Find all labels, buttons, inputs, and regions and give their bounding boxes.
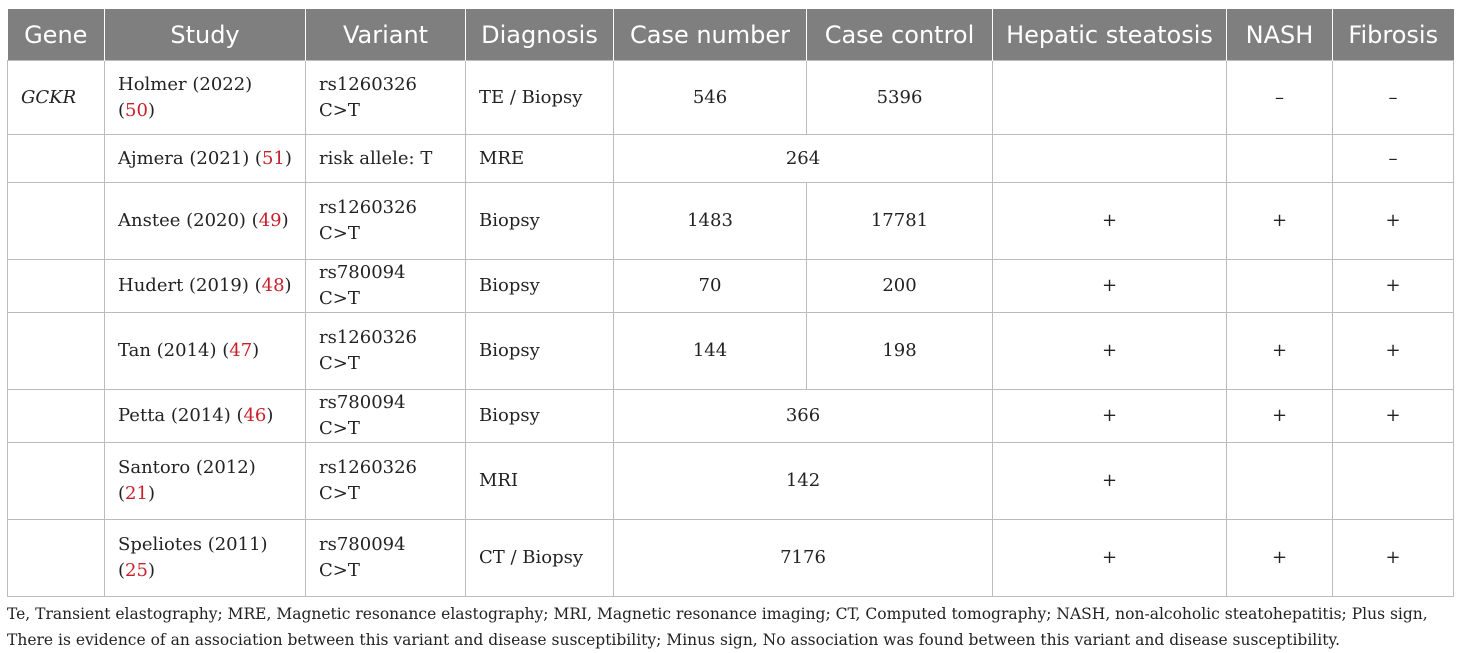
header-hepatic-steatosis: Hepatic steatosis xyxy=(992,9,1227,61)
diagnosis-cell: Biopsy xyxy=(465,182,614,260)
nash-cell: + xyxy=(1226,389,1333,443)
case-control-cell: 198 xyxy=(806,312,993,390)
fibrosis-cell xyxy=(1332,442,1454,520)
steatosis-cell xyxy=(992,60,1227,135)
header-gene: Gene xyxy=(7,9,105,61)
table-row: Tan (2014) (47) rs1260326 C>T Biopsy 144… xyxy=(7,312,1454,390)
table-row: Petta (2014) (46) rs780094 C>T Biopsy 36… xyxy=(7,389,1454,443)
gene-cell xyxy=(7,182,105,260)
diagnosis-cell: Biopsy xyxy=(465,312,614,390)
gene-cell xyxy=(7,312,105,390)
header-case-number: Case number xyxy=(613,9,807,61)
diagnosis-cell: Biopsy xyxy=(465,259,614,313)
steatosis-cell: + xyxy=(992,182,1227,260)
nash-cell: – xyxy=(1226,60,1333,135)
fibrosis-cell: – xyxy=(1332,60,1454,135)
variant-cell: risk allele: T xyxy=(305,134,466,183)
fibrosis-cell: + xyxy=(1332,259,1454,313)
steatosis-cell: + xyxy=(992,389,1227,443)
study-cell: Ajmera (2021) (51) xyxy=(104,134,306,183)
case-number-cell: 70 xyxy=(613,259,807,313)
gene-cell: GCKR xyxy=(7,60,105,135)
reference-link[interactable]: 21 xyxy=(125,483,148,504)
reference-link[interactable]: 25 xyxy=(125,560,148,581)
fibrosis-cell: + xyxy=(1332,519,1454,597)
variant-cell: rs1260326 C>T xyxy=(305,312,466,390)
variant-cell: rs1260326 C>T xyxy=(305,442,466,520)
nash-cell: + xyxy=(1226,519,1333,597)
diagnosis-cell: MRI xyxy=(465,442,614,520)
nash-cell: + xyxy=(1226,182,1333,260)
reference-link[interactable]: 51 xyxy=(261,147,285,169)
study-cell: Hudert (2019) (48) xyxy=(104,259,306,313)
fibrosis-cell: + xyxy=(1332,312,1454,390)
table-row: GCKR Holmer (2022) (50) rs1260326 C>T TE… xyxy=(7,60,1454,135)
variant-cell: rs1260326 C>T xyxy=(305,182,466,260)
case-number-cell: 546 xyxy=(613,60,807,135)
header-nash: NASH xyxy=(1226,9,1333,61)
reference-link[interactable]: 47 xyxy=(229,340,253,361)
steatosis-cell: + xyxy=(992,442,1227,520)
table-row: Santoro (2012) (21) rs1260326 C>T MRI 14… xyxy=(7,442,1454,520)
diagnosis-cell: CT / Biopsy xyxy=(465,519,614,597)
study-cell: Petta (2014) (46) xyxy=(104,389,306,443)
table-footnote: Te, Transient elastography; MRE, Magneti… xyxy=(7,605,1428,649)
header-case-control: Case control xyxy=(806,9,993,61)
combined-case-cell: 264 xyxy=(613,134,993,183)
diagnosis-cell: TE / Biopsy xyxy=(465,60,614,135)
variant-cell: rs780094 C>T xyxy=(305,259,466,313)
nash-cell xyxy=(1226,259,1333,313)
study-cell: Santoro (2012) (21) xyxy=(104,442,306,520)
nash-cell: + xyxy=(1226,312,1333,390)
case-control-cell: 200 xyxy=(806,259,993,313)
header-fibrosis: Fibrosis xyxy=(1332,9,1454,61)
nash-cell xyxy=(1226,442,1333,520)
variant-cell: rs780094 C>T xyxy=(305,389,466,443)
gene-cell xyxy=(7,519,105,597)
header-row: Gene Study Variant Diagnosis Case number… xyxy=(7,9,1454,61)
reference-link[interactable]: 48 xyxy=(261,275,285,296)
fibrosis-cell: + xyxy=(1332,389,1454,443)
fibrosis-cell: – xyxy=(1332,134,1454,183)
case-number-cell: 144 xyxy=(613,312,807,390)
reference-link[interactable]: 49 xyxy=(258,210,282,231)
steatosis-cell: + xyxy=(992,312,1227,390)
case-number-cell: 1483 xyxy=(613,182,807,260)
nash-cell xyxy=(1226,134,1333,183)
table-row: Ajmera (2021) (51) risk allele: T MRE 26… xyxy=(7,134,1454,183)
header-diagnosis: Diagnosis xyxy=(465,9,614,61)
header-study: Study xyxy=(104,9,306,61)
study-cell: Holmer (2022) (50) xyxy=(104,60,306,135)
case-control-cell: 5396 xyxy=(806,60,993,135)
study-cell: Speliotes (2011) (25) xyxy=(104,519,306,597)
steatosis-cell xyxy=(992,134,1227,183)
header-variant: Variant xyxy=(305,9,466,61)
combined-case-cell: 142 xyxy=(613,442,993,520)
combined-case-cell: 366 xyxy=(613,389,993,443)
case-control-cell: 17781 xyxy=(806,182,993,260)
gene-cell xyxy=(7,389,105,443)
steatosis-cell: + xyxy=(992,519,1227,597)
diagnosis-cell: MRE xyxy=(465,134,614,183)
table-figure: Gene Study Variant Diagnosis Case number… xyxy=(7,9,1454,653)
variant-cell: rs1260326 C>T xyxy=(305,60,466,135)
gene-cell xyxy=(7,259,105,313)
combined-case-cell: 7176 xyxy=(613,519,993,597)
table-row: Speliotes (2011) (25) rs780094 C>T CT / … xyxy=(7,519,1454,597)
gene-cell xyxy=(7,134,105,183)
reference-link[interactable]: 46 xyxy=(243,405,267,426)
variant-cell: rs780094 C>T xyxy=(305,519,466,597)
table-row: Anstee (2020) (49) rs1260326 C>T Biopsy … xyxy=(7,182,1454,260)
diagnosis-cell: Biopsy xyxy=(465,389,614,443)
study-cell: Tan (2014) (47) xyxy=(104,312,306,390)
gene-cell xyxy=(7,442,105,520)
study-cell: Anstee (2020) (49) xyxy=(104,182,306,260)
reference-link[interactable]: 50 xyxy=(125,99,148,121)
fibrosis-cell: + xyxy=(1332,182,1454,260)
table-row: Hudert (2019) (48) rs780094 C>T Biopsy 7… xyxy=(7,259,1454,313)
steatosis-cell: + xyxy=(992,259,1227,313)
gckr-variant-table: Gene Study Variant Diagnosis Case number… xyxy=(7,9,1454,597)
